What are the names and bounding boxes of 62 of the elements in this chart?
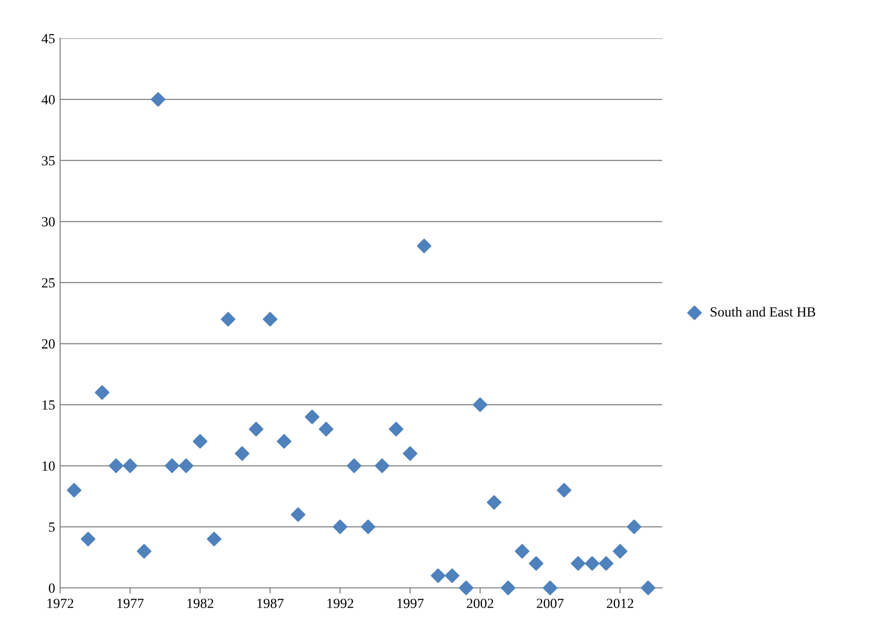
x-tick-label: 1997 bbox=[397, 598, 424, 608]
point bbox=[374, 458, 390, 474]
point bbox=[304, 410, 320, 424]
point bbox=[472, 397, 488, 412]
point bbox=[80, 532, 96, 546]
x-tick-label: 1987 bbox=[257, 598, 284, 608]
point bbox=[164, 458, 180, 474]
point bbox=[514, 544, 530, 559]
point bbox=[612, 544, 628, 559]
y-tick-label: 0 bbox=[48, 583, 55, 593]
x-tick-label: 1992 bbox=[327, 598, 354, 608]
point bbox=[108, 458, 124, 474]
point bbox=[248, 422, 264, 436]
point bbox=[178, 458, 194, 474]
x-tick-label: 2007 bbox=[536, 598, 564, 608]
point bbox=[276, 434, 292, 449]
point bbox=[416, 238, 432, 254]
point bbox=[402, 446, 418, 461]
point bbox=[150, 92, 166, 107]
point bbox=[136, 544, 152, 559]
y-tick-label: 35 bbox=[42, 156, 55, 166]
point bbox=[486, 495, 502, 510]
point bbox=[360, 520, 376, 534]
x-tick-label: 1982 bbox=[187, 598, 214, 608]
x-tick-label: 2002 bbox=[466, 598, 494, 608]
point bbox=[542, 580, 558, 596]
point bbox=[556, 482, 572, 498]
y-tick-label: 20 bbox=[42, 339, 55, 349]
point bbox=[388, 422, 404, 436]
point bbox=[458, 580, 474, 596]
y-tick-label: 30 bbox=[42, 217, 55, 226]
point bbox=[598, 556, 614, 571]
x-tick-label: 1977 bbox=[117, 598, 144, 608]
point bbox=[192, 434, 208, 449]
point bbox=[220, 312, 236, 326]
y-tick-label: 15 bbox=[42, 400, 55, 410]
y-tick-label: 5 bbox=[49, 522, 55, 532]
point bbox=[206, 532, 222, 546]
point bbox=[640, 580, 656, 596]
point bbox=[234, 446, 250, 461]
y-tick-label: 40 bbox=[42, 94, 55, 104]
point bbox=[66, 482, 82, 498]
x-tick-label: 2012 bbox=[606, 598, 634, 608]
y-tick-label: 45 bbox=[42, 34, 55, 44]
point bbox=[626, 520, 642, 534]
point bbox=[444, 568, 460, 583]
y-tick-label: 10 bbox=[42, 461, 55, 471]
point bbox=[122, 458, 138, 474]
point bbox=[584, 556, 600, 571]
point bbox=[318, 422, 334, 436]
point bbox=[528, 556, 544, 571]
point bbox=[332, 520, 348, 534]
point bbox=[346, 458, 362, 474]
point bbox=[430, 568, 446, 583]
y-tick-label: 25 bbox=[42, 278, 55, 288]
point bbox=[500, 580, 516, 596]
point bbox=[94, 385, 110, 400]
x-tick-label: 1972 bbox=[47, 598, 74, 608]
point bbox=[262, 312, 278, 326]
point bbox=[570, 556, 586, 571]
legend-label: South and East HB bbox=[710, 306, 816, 317]
point bbox=[290, 507, 306, 522]
